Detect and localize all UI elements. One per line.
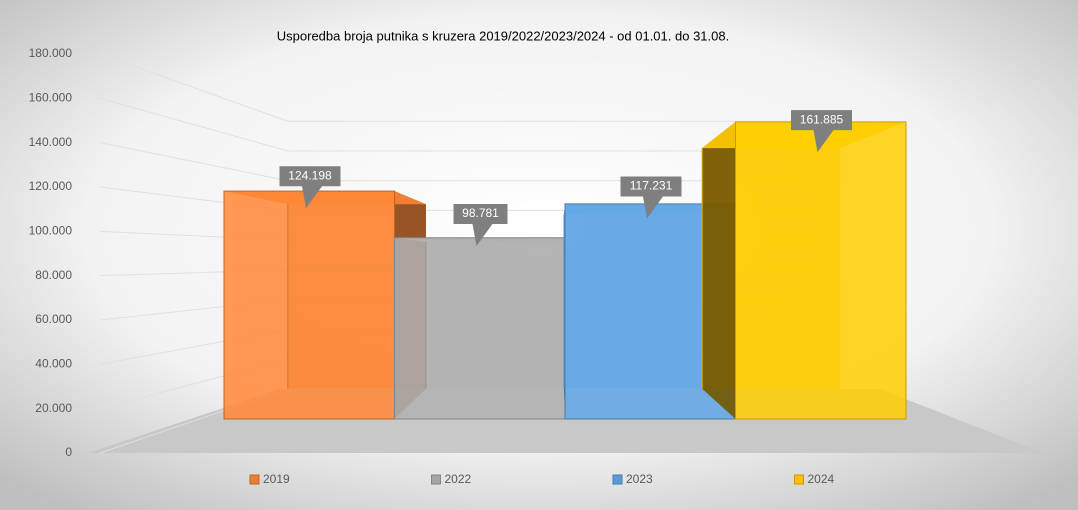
data-label: 161.885 [800,112,844,126]
legend-swatch [249,474,260,485]
data-label: 124.198 [288,168,332,182]
y-tick-label: 160.000 [29,91,73,105]
bar [223,190,395,420]
y-tick-label: 0 [65,445,72,459]
y-tick-label: 180.000 [29,46,73,60]
data-label-box [453,203,508,246]
legend-swatch [794,474,804,485]
data-label-box [791,110,852,153]
legend-swatch [612,474,623,485]
y-tick-label: 20.000 [35,401,72,415]
y-tick-label: 40.000 [35,357,72,371]
bar [735,121,907,420]
y-tick-label: 140.000 [29,135,73,149]
grid-line [99,53,289,122]
grid-line [99,142,288,182]
legend-label: 2019 [263,472,290,486]
y-tick-label: 80.000 [35,268,72,282]
grid-line [99,97,288,152]
legend-swatch [431,474,441,485]
data-label: 117.231 [630,179,673,193]
legend-label: 2022 [445,472,472,486]
legend-label: 2024 [808,472,835,486]
y-tick-label: 100.000 [29,224,73,238]
chart-title: Usporedba broja putnika s kruzera 2019/2… [277,28,729,43]
data-label-box [279,166,341,209]
bars [223,121,907,420]
data-label: 98.781 [462,206,499,220]
data-label-box [620,176,682,219]
bar-side [702,121,736,419]
y-tick-label: 60.000 [35,312,72,326]
bar [394,237,566,420]
y-tick-label: 120.000 [29,179,73,193]
legend-label: 2023 [626,472,653,486]
